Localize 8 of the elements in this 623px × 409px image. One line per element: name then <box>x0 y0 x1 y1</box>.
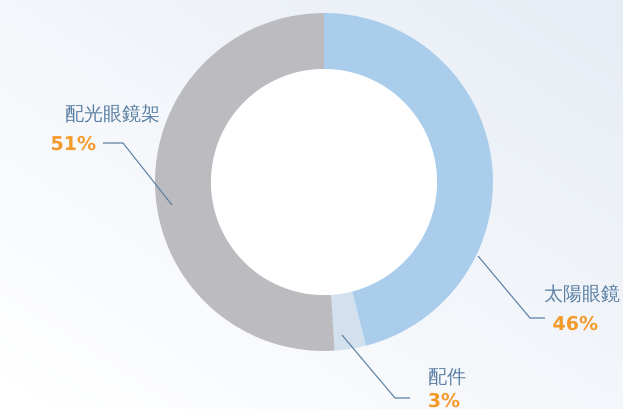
data-label: 46% <box>552 313 598 335</box>
slice-label: 配光眼鏡架 <box>65 103 160 125</box>
slice-label: 太陽眼鏡 <box>544 283 620 305</box>
donut-slice <box>331 291 366 351</box>
data-label: 3% <box>428 390 460 409</box>
donut-slice <box>324 13 493 346</box>
slice-label: 配件 <box>428 366 466 388</box>
data-label: 51% <box>50 133 96 155</box>
